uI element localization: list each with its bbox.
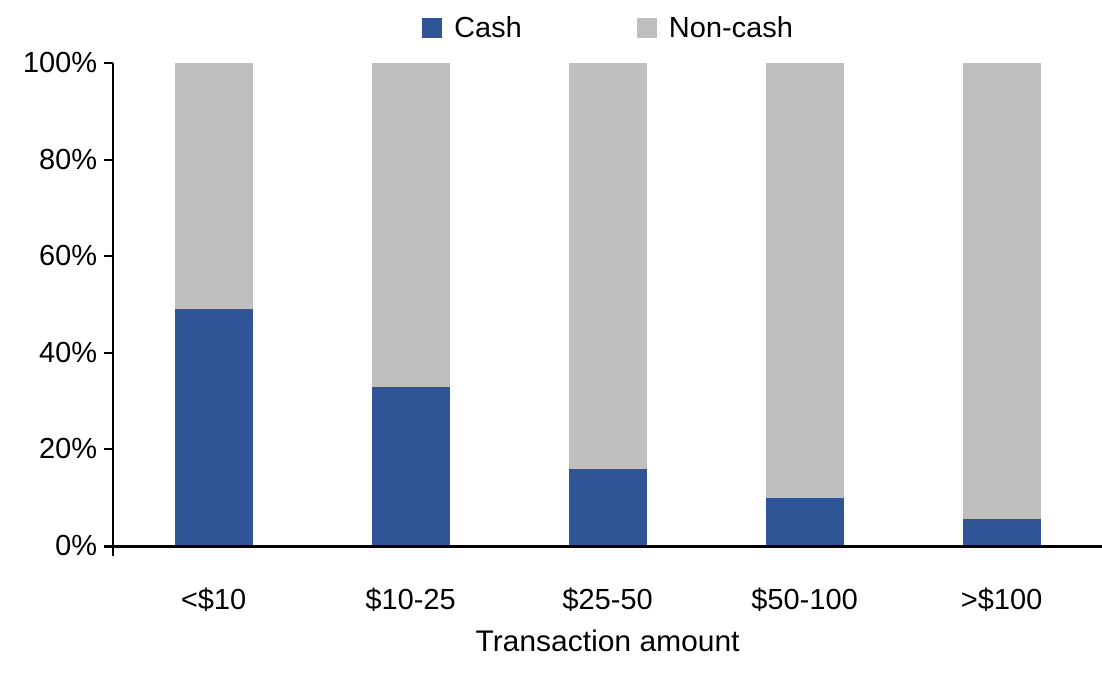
bar-segment-cash [371, 386, 450, 546]
bar-segment-non-cash [568, 63, 647, 469]
y-axis-tick-label: 40% [38, 336, 97, 369]
legend-label: Cash [454, 12, 522, 44]
y-axis-tick-label: 60% [38, 240, 97, 273]
y-axis-tick [104, 351, 113, 354]
x-axis-title: Transaction amount [475, 625, 740, 658]
bar-group [115, 63, 312, 546]
bar-segment-non-cash [371, 63, 450, 387]
bar-segment-non-cash [765, 63, 844, 498]
bar-group [312, 63, 509, 546]
legend-swatch-icon [636, 18, 657, 38]
bar-group [509, 63, 706, 546]
y-axis-tick-label: 20% [38, 433, 97, 466]
plot-area [115, 63, 1100, 546]
x-axis-tick-label: $10-25 [365, 584, 456, 616]
legend-label: Non-cash [668, 12, 793, 44]
legend-item-non-cash: Non-cash [636, 12, 793, 44]
bar-segment-non-cash [174, 63, 253, 310]
x-axis-tick-label: $25-50 [562, 584, 653, 616]
x-axis-tick-label: <$10 [180, 584, 247, 616]
bar-group [903, 63, 1100, 546]
y-axis-tick [104, 158, 113, 161]
y-axis-tick-label: 80% [38, 143, 97, 176]
bar-segment-cash [568, 468, 647, 546]
stacked-bar [568, 63, 647, 546]
legend-item-cash: Cash [422, 13, 522, 43]
y-axis-tick [104, 62, 113, 64]
y-axis-tick-label: 100% [22, 47, 97, 79]
x-axis-tick-label: >$100 [960, 584, 1043, 616]
x-axis-tick-label: $50-100 [751, 584, 858, 616]
bar-segment-cash [765, 497, 844, 546]
bar-segment-cash [962, 519, 1041, 546]
stacked-bar [962, 63, 1041, 546]
stacked-bar [174, 63, 253, 546]
legend-swatch-icon [422, 18, 443, 38]
x-axis-line [104, 545, 1102, 548]
bar-segment-non-cash [962, 63, 1041, 520]
bar-group [706, 63, 903, 546]
bar-segment-cash [174, 309, 253, 546]
stacked-bar [371, 63, 450, 546]
chart-legend: Cash Non-cash [115, 8, 1100, 48]
y-axis-tick [104, 255, 113, 258]
y-axis-line [112, 63, 114, 556]
y-axis-tick-label: 0% [55, 530, 97, 562]
x-axis-labels: <$10 $10-25 $25-50 $50-100 >$100 [115, 584, 1100, 616]
y-axis-tick [104, 448, 113, 451]
stacked-bar [765, 63, 844, 546]
